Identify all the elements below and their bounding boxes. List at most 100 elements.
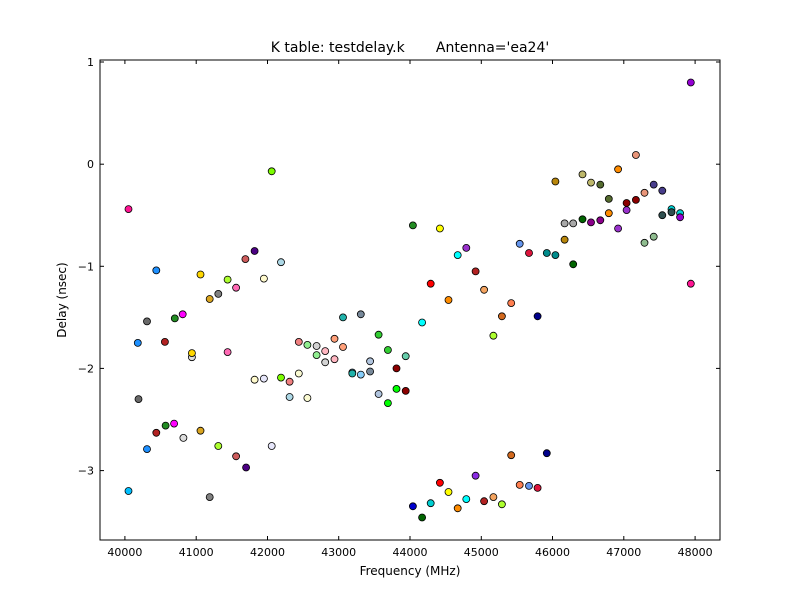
x-axis-label: Frequency (MHz): [360, 564, 461, 578]
data-point: [471, 267, 480, 276]
data-point: [161, 421, 170, 430]
data-point: [143, 445, 151, 454]
data-point: [686, 78, 695, 87]
data-point: [507, 299, 516, 308]
data-point: [551, 177, 560, 186]
data-point: [587, 218, 595, 227]
data-point: [497, 312, 506, 321]
data-point: [525, 481, 533, 490]
data-point: [267, 442, 276, 450]
data-point: [649, 232, 658, 241]
data-point: [569, 219, 578, 228]
data-point: [471, 471, 480, 480]
data-point: [401, 386, 410, 395]
data-point: [392, 364, 401, 373]
data-point: [330, 355, 339, 364]
data-point: [214, 442, 223, 450]
data-point: [614, 224, 622, 233]
data-point: [383, 346, 392, 354]
data-point: [259, 274, 268, 283]
data-point: [542, 249, 551, 257]
data-point: [321, 347, 330, 356]
data-point: [241, 255, 250, 264]
data-point: [658, 211, 667, 220]
data-point: [604, 194, 613, 203]
y-tick-label: −1: [78, 260, 94, 273]
data-point: [232, 283, 241, 292]
data-point: [587, 178, 595, 187]
data-point: [401, 352, 410, 361]
axis-ticks: 40000 41000 42000 43000 44000 45000 46000 47000…: [78, 56, 720, 559]
data-point: [435, 478, 444, 487]
data-point: [152, 428, 161, 437]
data-point: [277, 258, 285, 267]
data-point: [497, 500, 506, 509]
data-point: [232, 452, 241, 461]
data-point: [277, 373, 285, 382]
data-point: [392, 384, 401, 393]
data-point: [408, 221, 417, 230]
data-point: [348, 369, 357, 378]
data-point: [250, 375, 259, 384]
data-point: [686, 279, 695, 288]
data-point: [525, 249, 533, 257]
data-point: [303, 340, 312, 349]
data-point: [124, 487, 133, 495]
data-point: [242, 463, 251, 472]
x-tick-label: 41000: [179, 546, 214, 559]
x-tick-label: 44000: [393, 546, 428, 559]
data-point: [569, 260, 578, 269]
data-point: [489, 331, 498, 340]
data-point: [366, 357, 375, 366]
y-tick-label: −2: [78, 362, 94, 375]
data-point: [374, 330, 383, 339]
x-tick-label: 43000: [321, 546, 356, 559]
data-point: [170, 314, 179, 323]
data-point: [462, 495, 471, 504]
data-point: [187, 349, 196, 358]
data-point: [462, 243, 471, 252]
data-point: [480, 285, 489, 294]
data-point: [426, 499, 435, 508]
data-point: [640, 238, 649, 247]
data-point: [339, 343, 347, 351]
data-point: [649, 180, 658, 189]
data-point: [285, 377, 294, 386]
data-point: [622, 199, 631, 207]
data-point: [533, 312, 542, 321]
data-point: [667, 208, 676, 217]
data-point: [170, 419, 179, 428]
data-point: [330, 334, 339, 343]
y-tick-label: −3: [78, 465, 94, 478]
data-point: [196, 270, 205, 279]
x-tick-label: 40000: [107, 546, 142, 559]
data-point: [507, 451, 516, 460]
data-point: [223, 275, 232, 284]
data-point: [426, 279, 435, 288]
data-point: [160, 337, 169, 346]
data-point: [614, 165, 622, 174]
data-point: [560, 235, 569, 244]
data-point: [444, 488, 453, 496]
data-point: [285, 393, 294, 401]
data-point: [356, 370, 365, 379]
data-point: [205, 493, 214, 502]
data-point: [551, 251, 560, 260]
data-point: [560, 219, 569, 228]
data-point: [214, 289, 223, 298]
data-point: [515, 239, 524, 248]
data-point: [632, 195, 640, 204]
x-tick-label: 45000: [464, 546, 499, 559]
data-point: [596, 180, 605, 189]
data-point: [205, 295, 214, 303]
data-point: [294, 369, 303, 378]
data-point: [542, 449, 551, 458]
data-point: [604, 209, 613, 218]
data-point: [294, 337, 303, 346]
data-point: [658, 186, 667, 195]
data-point: [267, 167, 276, 176]
data-point: [622, 206, 631, 215]
x-tick-label: 48000: [678, 546, 713, 559]
x-tick-label: 47000: [606, 546, 641, 559]
